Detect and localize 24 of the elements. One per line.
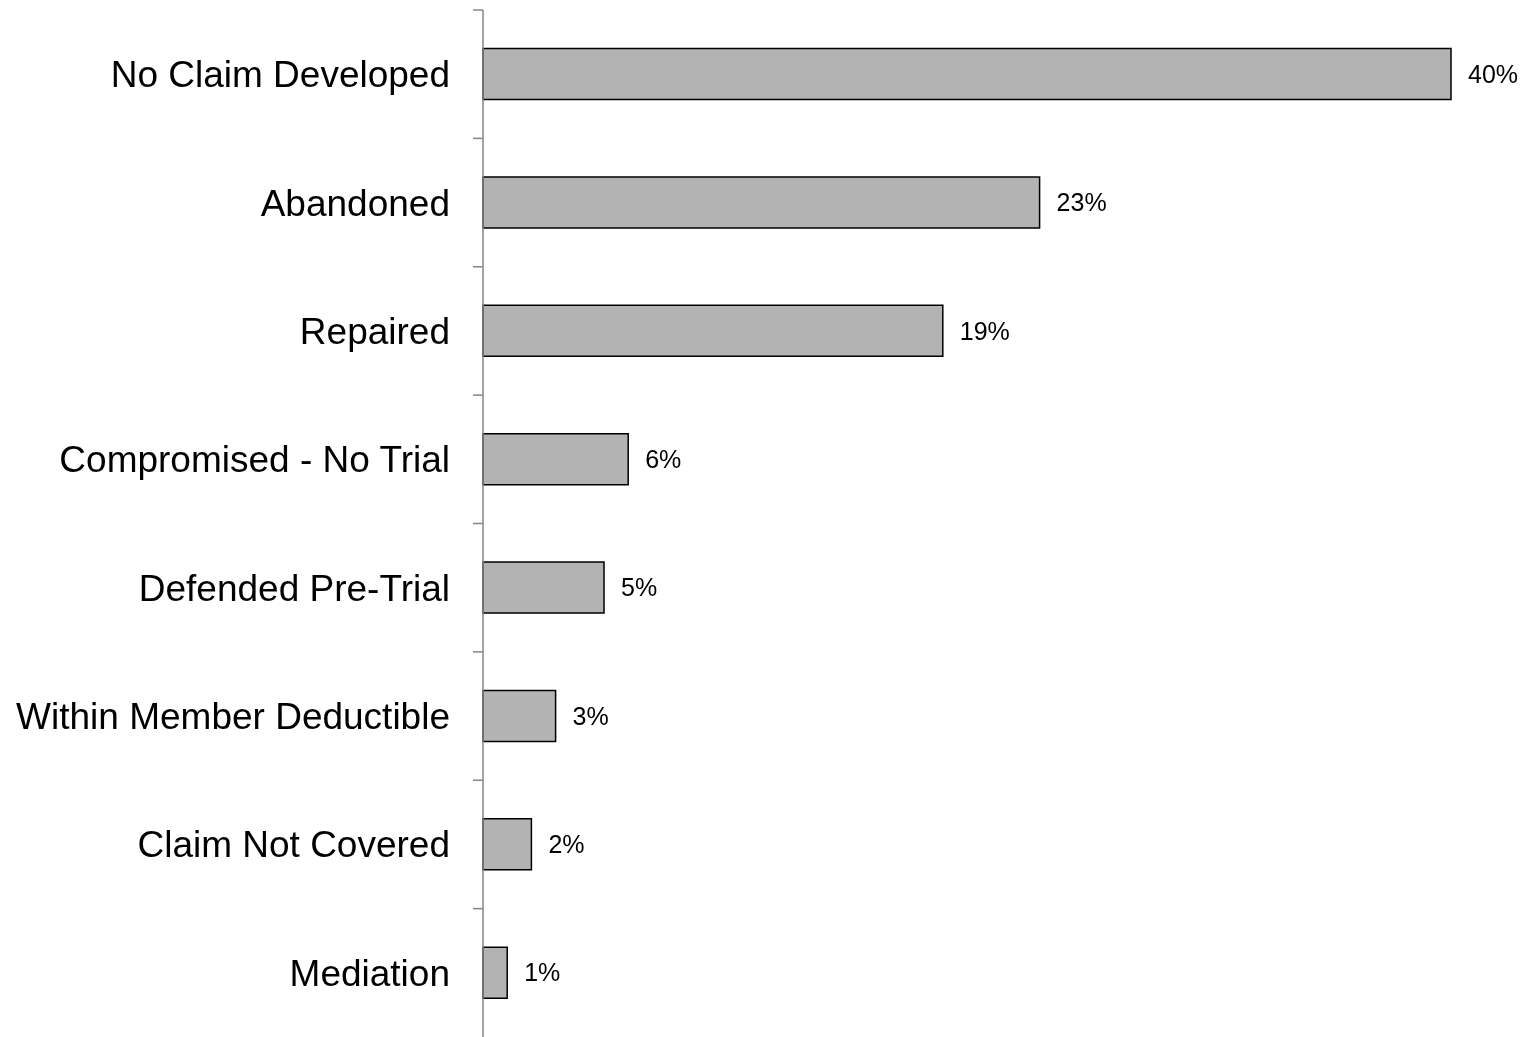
data-label: 3% bbox=[572, 701, 609, 730]
data-label: 6% bbox=[645, 444, 682, 473]
data-label: 1% bbox=[524, 958, 561, 987]
bar bbox=[482, 561, 605, 614]
y-tick-label: Defended Pre-Trial bbox=[138, 567, 450, 609]
data-label: 19% bbox=[959, 316, 1010, 345]
bar bbox=[482, 689, 557, 743]
bar bbox=[482, 432, 629, 486]
bar bbox=[482, 946, 508, 999]
y-tick-label: Repaired bbox=[299, 310, 450, 352]
bar bbox=[482, 304, 944, 358]
data-label: 2% bbox=[548, 830, 585, 859]
y-tick-label: Abandoned bbox=[260, 182, 450, 224]
y-tick-label: Claim Not Covered bbox=[137, 824, 450, 866]
data-label: 5% bbox=[621, 573, 658, 602]
y-tick-label: Compromised - No Trial bbox=[59, 439, 450, 481]
y-tick-label: Within Member Deductible bbox=[16, 696, 450, 738]
bar bbox=[482, 176, 1041, 229]
data-label: 23% bbox=[1056, 188, 1107, 217]
data-label: 40% bbox=[1468, 59, 1519, 88]
y-tick-label: Mediation bbox=[289, 952, 450, 994]
y-tick-label: No Claim Developed bbox=[110, 54, 450, 96]
bar bbox=[482, 818, 533, 871]
bar bbox=[482, 47, 1452, 101]
